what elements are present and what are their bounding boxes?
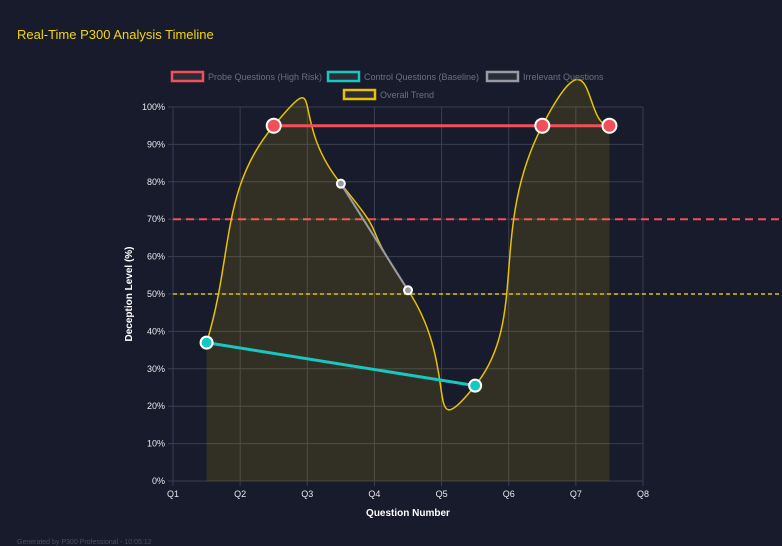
x-tick-label: Q8	[637, 489, 649, 499]
legend-swatch	[326, 70, 361, 83]
legend-item[interactable]: Probe Questions (High Risk)	[170, 70, 322, 83]
data-point	[265, 117, 282, 134]
legend-swatch	[342, 88, 377, 101]
x-tick-label: Q4	[368, 489, 380, 499]
x-tick-label: Q2	[234, 489, 246, 499]
y-tick-label: 50%	[147, 289, 165, 299]
y-tick-label: 80%	[147, 177, 165, 187]
data-point	[468, 378, 483, 393]
legend-item[interactable]: Overall Trend	[342, 88, 434, 101]
data-point	[601, 117, 618, 134]
y-tick-label: 30%	[147, 364, 165, 374]
y-tick-label: 70%	[147, 214, 165, 224]
y-tick-label: 10%	[147, 439, 165, 449]
data-point	[335, 178, 346, 189]
y-tick-label: 0%	[152, 476, 165, 486]
chart-title: Real-Time P300 Analysis Timeline	[17, 27, 214, 42]
legend-label: Probe Questions (High Risk)	[208, 72, 322, 82]
y-tick-label: 90%	[147, 139, 165, 149]
y-tick-label: 60%	[147, 252, 165, 262]
data-point	[403, 285, 413, 296]
x-tick-label: Q1	[167, 489, 179, 499]
legend-item[interactable]: Irrelevant Questions	[485, 70, 604, 83]
legend-item[interactable]: Control Questions (Baseline)	[326, 70, 479, 83]
x-tick-label: Q7	[570, 489, 582, 499]
legend-label: Control Questions (Baseline)	[364, 72, 479, 82]
legend-swatch	[485, 70, 520, 83]
y-tick-label: 100%	[142, 102, 165, 112]
x-tick-label: Q6	[503, 489, 515, 499]
y-tick-label: 40%	[147, 326, 165, 336]
legend-label: Overall Trend	[380, 90, 434, 100]
x-tick-label: Q3	[301, 489, 313, 499]
legend-label: Irrelevant Questions	[523, 72, 604, 82]
legend-swatch	[170, 70, 205, 83]
y-tick-label: 20%	[147, 401, 165, 411]
data-point	[534, 117, 551, 134]
series-line-1	[206, 341, 476, 388]
data-point	[199, 335, 214, 350]
x-tick-label: Q5	[436, 489, 448, 499]
trend-fill	[206, 79, 610, 481]
y-axis-label: Deception Level (%)	[124, 246, 135, 341]
series-line-2	[340, 183, 409, 291]
x-axis-label: Question Number	[366, 508, 450, 519]
footer-text: Generated by P300 Professional - 10:05:1…	[17, 539, 152, 546]
